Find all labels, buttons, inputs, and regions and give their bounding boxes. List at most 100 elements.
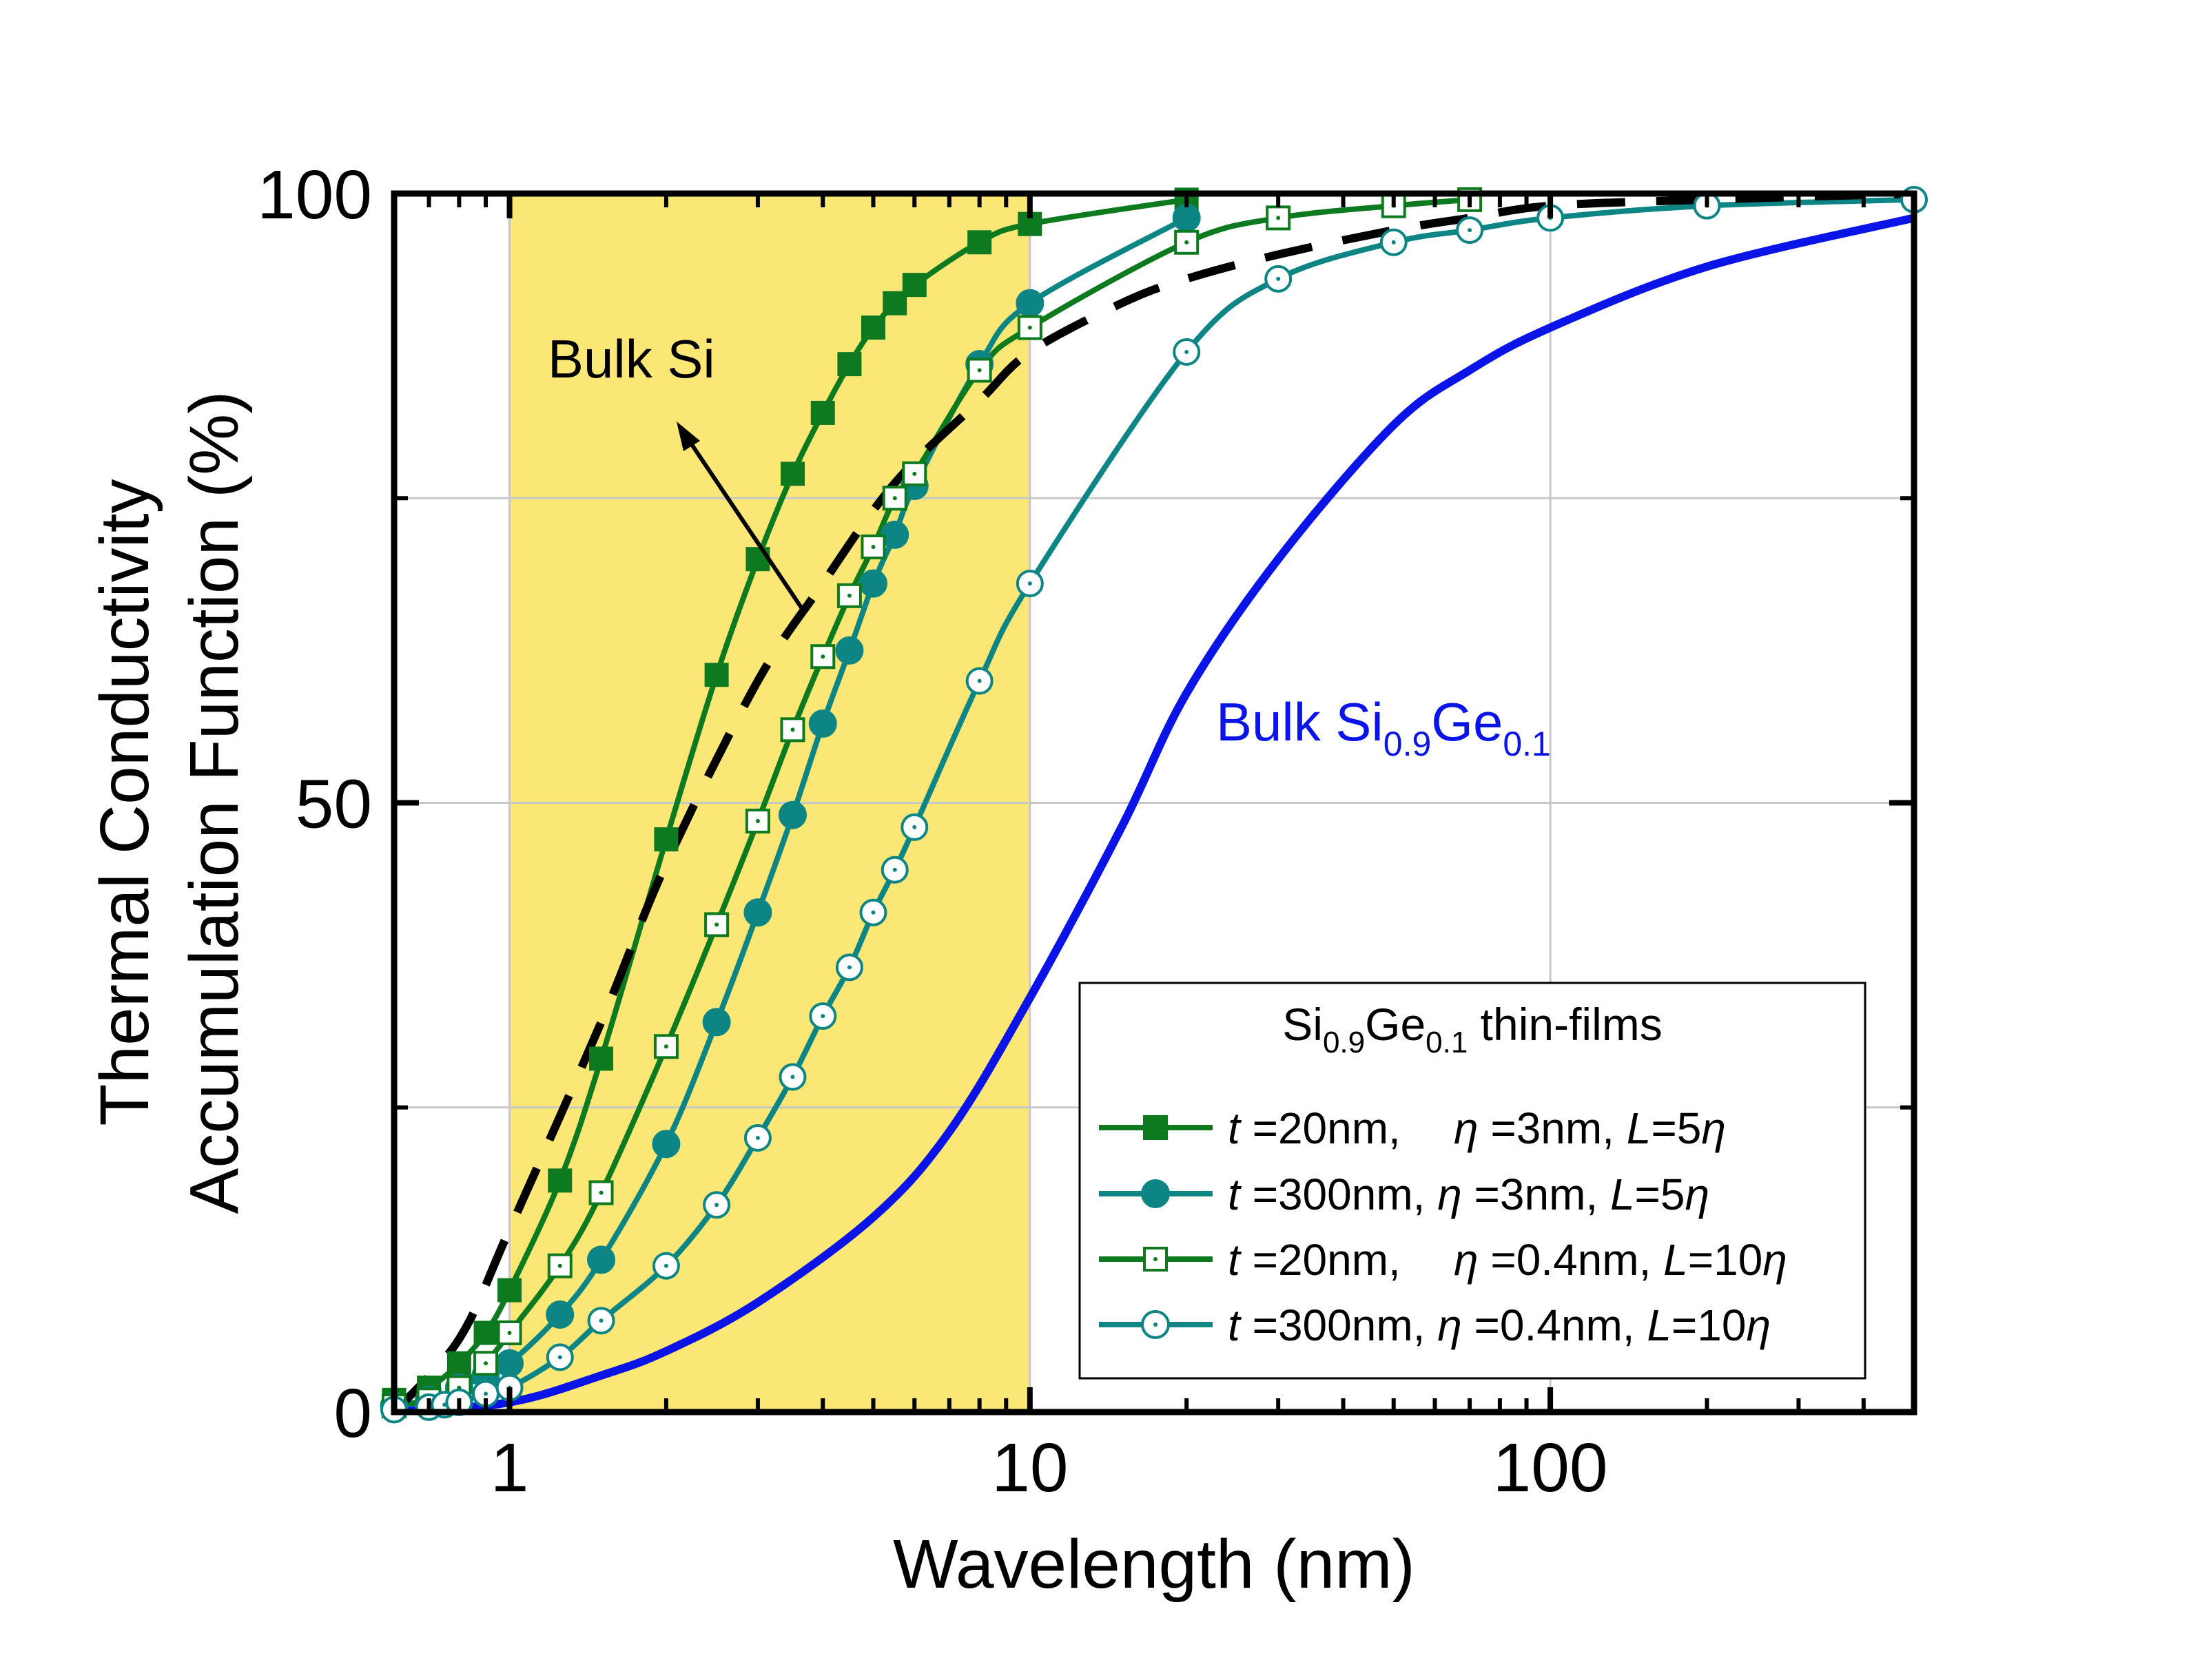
data-point bbox=[883, 291, 907, 315]
legend-label-1-eta: η bbox=[1425, 1170, 1461, 1219]
legend-label-1-eta2: η bbox=[1685, 1170, 1710, 1219]
annotation-arrowhead-icon bbox=[677, 422, 700, 451]
data-point bbox=[589, 1046, 614, 1071]
data-point bbox=[780, 462, 805, 486]
legend-label-2: t =20nm, η =0.4nm, L=10η bbox=[1228, 1235, 1787, 1285]
y-axis-title-line2: Accumulation Function (%) bbox=[176, 391, 253, 1214]
data-point bbox=[743, 898, 772, 927]
data-point bbox=[902, 273, 927, 298]
data-point-dot bbox=[1391, 240, 1396, 245]
legend-label-3-eta2: η bbox=[1746, 1300, 1771, 1350]
data-point-dot bbox=[1027, 581, 1032, 586]
data-point-dot bbox=[1468, 228, 1472, 233]
data-point bbox=[704, 663, 729, 687]
data-point-dot bbox=[557, 1263, 562, 1268]
legend-label-3-eta: η bbox=[1425, 1300, 1461, 1350]
data-point bbox=[702, 1008, 731, 1037]
legend-entry-3: t =300nm, η =0.4nm, L=10η bbox=[1099, 1300, 1771, 1350]
series-line-4 bbox=[394, 196, 1470, 1409]
data-point-dot bbox=[1027, 325, 1032, 330]
legend-label-1-tval: =300nm, bbox=[1240, 1170, 1426, 1219]
legend-entry-0: t =20nm, η =3nm, L=5η bbox=[1099, 1103, 1726, 1153]
legend-swatch-dot-2 bbox=[1153, 1257, 1158, 1261]
data-point bbox=[546, 1300, 575, 1329]
data-point-dot bbox=[790, 1075, 795, 1079]
annotation-bulk-si: Bulk Si bbox=[548, 329, 715, 389]
y-tick-label: 100 bbox=[257, 156, 372, 234]
legend-label-3: t =300nm, η =0.4nm, L=10η bbox=[1228, 1300, 1771, 1350]
legend-swatch-dot-3 bbox=[1153, 1323, 1158, 1327]
legend-title-mid: Ge bbox=[1365, 999, 1426, 1050]
annotation-bulk-sige-main: Bulk Si bbox=[1216, 692, 1383, 752]
legend-label-1-Lval: =5 bbox=[1635, 1170, 1685, 1219]
data-point bbox=[548, 1168, 573, 1193]
legend-entry-2: t =20nm, η =0.4nm, L=10η bbox=[1099, 1235, 1787, 1285]
data-point-dot bbox=[912, 471, 917, 476]
legend: Si0.9Ge0.1 thin-films t =20nm, η =3nm, L=… bbox=[1078, 982, 1866, 1380]
data-point bbox=[547, 1253, 573, 1278]
legend-label-2-t: t bbox=[1228, 1235, 1242, 1285]
data-point bbox=[473, 1320, 498, 1345]
data-point bbox=[1016, 289, 1045, 318]
data-point-dot bbox=[599, 1190, 604, 1195]
data-point-dot bbox=[1276, 216, 1281, 220]
axis-ticks bbox=[392, 191, 1916, 1415]
series-line-0 bbox=[394, 194, 1914, 1412]
data-point bbox=[587, 1245, 616, 1274]
legend-label-1-L: L bbox=[1610, 1170, 1635, 1219]
data-point-dot bbox=[892, 496, 897, 501]
annotation-bulk-sige: Bulk Si0.9Ge0.1 bbox=[1216, 692, 1551, 763]
data-point bbox=[810, 400, 835, 425]
legend-label-3-tval: =300nm, bbox=[1240, 1300, 1426, 1350]
data-point-dot bbox=[664, 1263, 668, 1268]
data-point bbox=[497, 1278, 522, 1303]
legend-label-2-eta: η bbox=[1454, 1235, 1479, 1285]
data-point bbox=[745, 809, 770, 834]
legend-label-3-L: L bbox=[1647, 1300, 1671, 1350]
data-point-dot bbox=[1276, 276, 1281, 281]
data-point bbox=[858, 569, 887, 598]
data-point-dot bbox=[483, 1391, 488, 1396]
data-point bbox=[588, 1180, 614, 1205]
data-point bbox=[967, 230, 992, 255]
data-point-dot bbox=[821, 654, 825, 659]
data-point-dot bbox=[790, 727, 795, 732]
data-point-dot bbox=[847, 593, 852, 598]
data-point bbox=[654, 827, 679, 852]
data-point-dot bbox=[977, 678, 982, 683]
legend-label-3-Lval: =10 bbox=[1671, 1300, 1747, 1350]
x-axis-title: Wavelength (nm) bbox=[893, 1526, 1415, 1603]
annotation-bulk-sige-sub2: 0.1 bbox=[1503, 725, 1551, 763]
data-point bbox=[835, 636, 864, 665]
data-point-dot bbox=[871, 910, 876, 915]
legend-label-0: t =20nm, η =3nm, L=5η bbox=[1228, 1103, 1726, 1153]
data-point bbox=[1172, 203, 1201, 232]
data-point bbox=[495, 1349, 524, 1378]
data-point bbox=[446, 1351, 471, 1376]
data-point-dot bbox=[714, 922, 719, 927]
legend-label-2-tval: =20nm, bbox=[1240, 1235, 1401, 1285]
legend-label-0-eta2: η bbox=[1701, 1103, 1726, 1153]
legend-label-3-etaval: =0.4nm, bbox=[1462, 1300, 1647, 1350]
data-point-dot bbox=[714, 1203, 719, 1207]
x-tick-label: 1 bbox=[491, 1429, 529, 1506]
data-point-dot bbox=[847, 965, 852, 970]
legend-label-0-etaval: =3nm, bbox=[1479, 1103, 1627, 1153]
data-point bbox=[778, 800, 807, 829]
legend-label-0-tval: =20nm, bbox=[1240, 1103, 1401, 1153]
data-point-dot bbox=[871, 545, 876, 550]
legend-label-1: t =300nm, η =3nm, L=5η bbox=[1228, 1170, 1709, 1219]
legend-title: Si0.9Ge0.1 thin-films bbox=[1282, 999, 1662, 1059]
legend-label-2-Lval: =10 bbox=[1688, 1235, 1763, 1285]
series-line-5 bbox=[394, 196, 1914, 1412]
legend-swatch-marker-1 bbox=[1141, 1179, 1170, 1208]
legend-box bbox=[1078, 982, 1866, 1380]
annotation-arrow-line bbox=[683, 434, 805, 611]
data-point-dot bbox=[599, 1318, 604, 1323]
data-point-dot bbox=[977, 368, 982, 373]
data-point bbox=[861, 315, 885, 340]
legend-entries: t =20nm, η =3nm, L=5η t =300nm, η =3nm, L… bbox=[1099, 1103, 1787, 1350]
data-point-dot bbox=[821, 1014, 825, 1019]
data-point-dot bbox=[755, 1135, 760, 1140]
data-point-dot bbox=[912, 825, 917, 829]
